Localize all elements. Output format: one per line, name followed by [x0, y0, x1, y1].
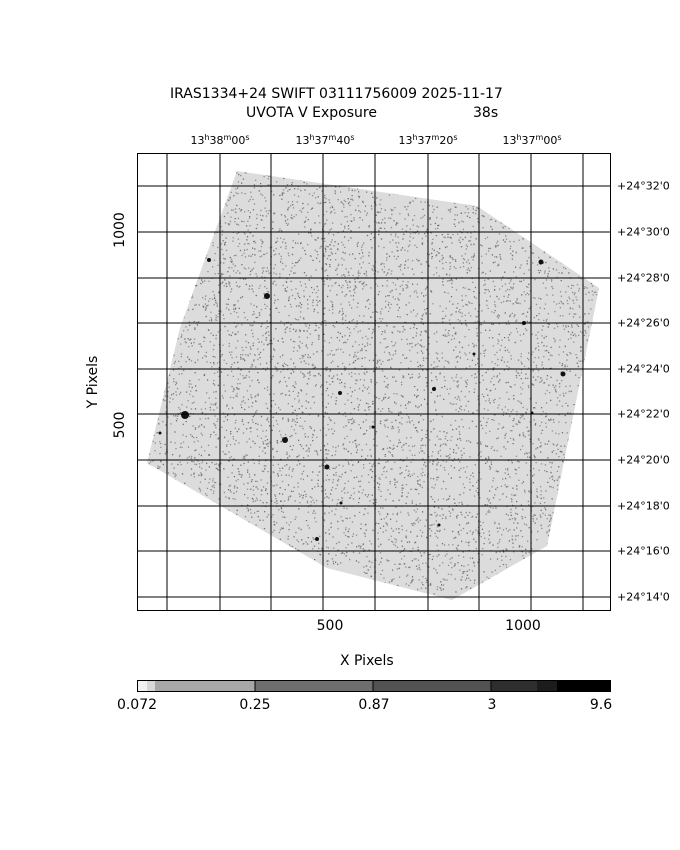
source-point	[472, 352, 476, 356]
ra-tick-label: 13h37m40s	[295, 133, 355, 147]
colorbar	[137, 680, 611, 692]
plot-frame	[137, 153, 611, 611]
ra-tick-label: 13h37m00s	[502, 133, 562, 147]
dec-tick-label: +24°30'0	[617, 225, 670, 239]
image-field	[147, 171, 599, 600]
dec-tick-label: +24°26'0	[617, 316, 670, 330]
dec-tick-label: +24°18'0	[617, 499, 670, 513]
dec-tick-label: +24°16'0	[617, 544, 670, 558]
source-point	[207, 258, 211, 262]
exposure-time: 38s	[473, 105, 499, 121]
dec-tick-label: +24°20'0	[617, 453, 670, 467]
colorbar-tick-label: 9.6	[589, 697, 613, 713]
dec-tick-label: +24°22'0	[617, 407, 670, 421]
dec-tick-label: +24°14'0	[617, 590, 670, 604]
colorbar-tick-label: 0.25	[239, 697, 271, 713]
colorbar-frame	[137, 680, 611, 692]
colorbar-segment	[557, 680, 611, 692]
x-tick-label: 1000	[505, 618, 541, 634]
coordinate-grid	[137, 153, 611, 611]
exposure-label: UVOTA V Exposure	[246, 105, 377, 121]
sources-layer	[158, 258, 566, 541]
source-point	[339, 501, 343, 505]
source-point	[538, 259, 544, 265]
source-point	[324, 464, 330, 470]
source-point	[371, 425, 375, 429]
source-point	[264, 293, 270, 299]
x-tick-label: 500	[316, 618, 344, 634]
colorbar-segment	[147, 680, 155, 692]
dec-tick-label: +24°24'0	[617, 362, 670, 376]
source-point	[560, 371, 566, 377]
y-tick-label: 500	[112, 411, 128, 439]
colorbar-segment	[373, 680, 491, 692]
source-point	[158, 431, 162, 435]
source-point	[181, 411, 189, 419]
source-point	[432, 387, 436, 391]
dec-tick-label: +24°28'0	[617, 271, 670, 285]
colorbar-segment	[255, 680, 373, 692]
colorbar-segment	[537, 680, 557, 692]
source-point	[437, 523, 441, 527]
colorbar-segment	[137, 680, 147, 692]
source-point	[338, 391, 342, 395]
source-point	[282, 437, 288, 443]
colorbar-tick-label: 0.072	[116, 697, 158, 713]
colorbar-segment	[155, 680, 255, 692]
y-axis-label: Y Pixels	[85, 355, 101, 409]
colorbar-tick-label: 0.87	[358, 697, 390, 713]
ra-tick-label: 13h37m20s	[398, 133, 458, 147]
colorbar-segment	[491, 680, 537, 692]
x-axis-label: X Pixels	[340, 653, 394, 669]
ra-tick-label: 13h38m00s	[190, 133, 250, 147]
colorbar-tick-label: 3	[487, 697, 497, 713]
source-point	[315, 537, 319, 541]
y-tick-label: 1000	[112, 212, 128, 248]
image-title: IRAS1334+24 SWIFT 03111756009 2025-11-17	[170, 86, 503, 102]
image-plot[interactable]	[137, 153, 611, 611]
dec-tick-label: +24°32'0	[617, 179, 670, 193]
